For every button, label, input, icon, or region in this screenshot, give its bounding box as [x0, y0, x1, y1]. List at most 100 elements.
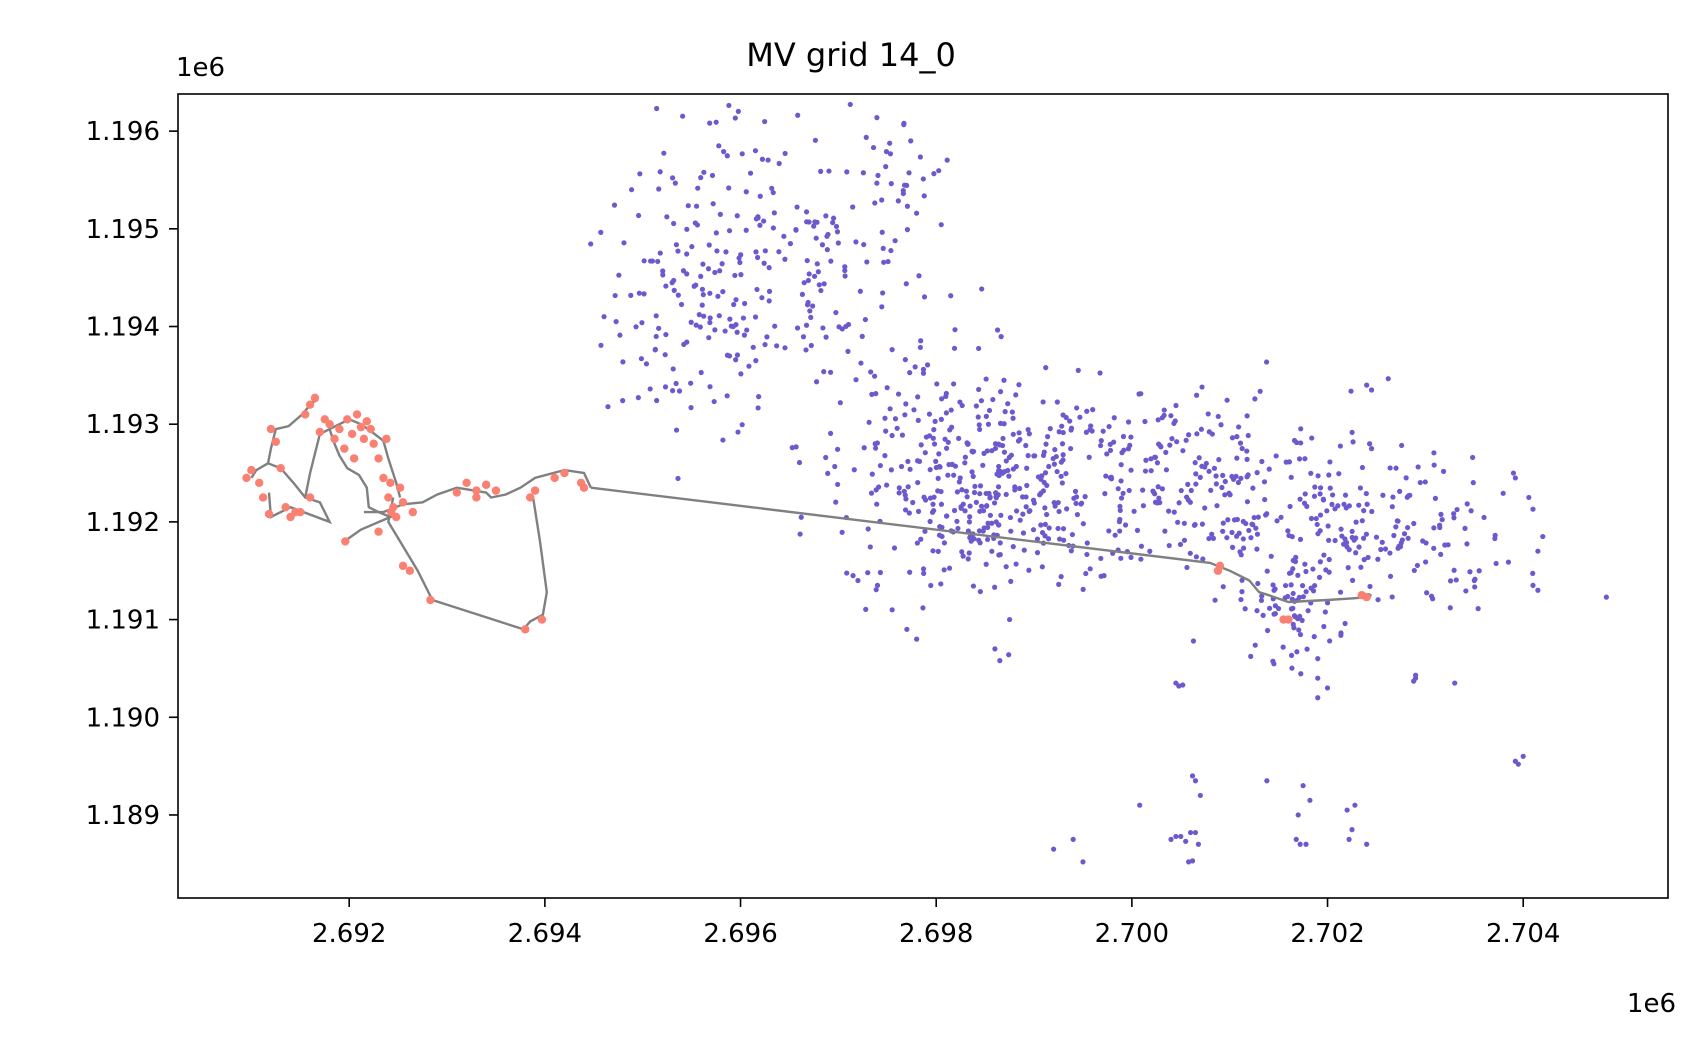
load-point [707, 319, 713, 326]
load-point [1249, 521, 1255, 527]
load-point [1148, 468, 1154, 474]
load-point [1175, 519, 1181, 525]
mv-node [276, 463, 285, 473]
load-point [664, 214, 670, 220]
load-point [755, 215, 761, 221]
load-point [1540, 533, 1546, 540]
load-point [1431, 450, 1437, 456]
load-point [1315, 656, 1321, 662]
load-point [816, 282, 822, 288]
load-point [957, 475, 963, 481]
load-point [1026, 567, 1032, 573]
load-point [892, 238, 898, 244]
load-point [752, 314, 759, 320]
load-point [851, 467, 857, 473]
load-point [959, 487, 965, 493]
load-point [1417, 479, 1423, 486]
load-point [688, 405, 694, 411]
load-point [1220, 528, 1226, 534]
load-point [1043, 365, 1049, 371]
mv-node [382, 434, 391, 444]
load-point [782, 150, 788, 157]
load-point [1224, 535, 1230, 541]
load-point [1264, 568, 1270, 574]
mv-node [258, 493, 268, 502]
load-point [1375, 556, 1381, 562]
load-point [977, 426, 983, 433]
load-point [1166, 508, 1172, 514]
mv-node [359, 434, 369, 444]
load-point [1350, 439, 1356, 445]
load-point [1285, 593, 1291, 600]
load-point [904, 203, 911, 209]
load-point [977, 588, 983, 595]
plot-area [242, 101, 1609, 865]
load-point [706, 335, 712, 341]
load-point [770, 225, 776, 231]
load-point [1244, 499, 1251, 505]
load-point [661, 150, 667, 156]
load-point [1286, 532, 1292, 539]
load-point [1234, 455, 1240, 461]
load-point [820, 325, 826, 331]
load-point [888, 247, 894, 254]
load-point [824, 247, 830, 253]
load-point [1098, 555, 1104, 562]
load-point [1431, 545, 1437, 551]
load-point [1198, 426, 1205, 432]
load-point [916, 273, 922, 279]
load-point [1309, 435, 1315, 441]
load-point [1314, 521, 1320, 528]
load-point [698, 369, 704, 376]
load-point [1301, 500, 1308, 506]
load-point [1321, 623, 1327, 630]
load-point [833, 223, 840, 230]
load-point [1302, 491, 1308, 497]
load-point [738, 371, 744, 377]
mv-node [452, 488, 462, 497]
load-point [787, 241, 794, 247]
load-point [756, 393, 762, 400]
load-point [731, 301, 737, 308]
load-point [1202, 505, 1208, 511]
load-point [672, 180, 678, 186]
load-point [797, 531, 803, 537]
load-point [1173, 402, 1179, 409]
load-point [673, 242, 679, 248]
load-point [1500, 490, 1506, 496]
load-point [948, 407, 954, 413]
load-point [1184, 564, 1190, 571]
load-point [1068, 427, 1074, 433]
mv-node [362, 417, 372, 426]
load-point [871, 373, 878, 379]
load-point [977, 508, 983, 514]
load-point [1379, 539, 1385, 545]
load-point [861, 445, 867, 451]
load-point [825, 231, 831, 238]
y-tick-label: 1.192 [86, 508, 160, 538]
load-point [1098, 442, 1104, 449]
load-point [1476, 568, 1482, 574]
load-point [739, 151, 745, 157]
load-point [1043, 441, 1049, 447]
mv-line [363, 468, 592, 514]
load-point [1387, 550, 1393, 556]
load-point [986, 407, 993, 414]
load-point [1293, 836, 1299, 842]
load-point [956, 479, 962, 485]
load-point [698, 175, 704, 181]
load-point [918, 338, 924, 344]
load-point [904, 227, 911, 233]
load-point [713, 119, 719, 125]
load-point [939, 524, 945, 530]
load-point [1297, 536, 1304, 543]
mv-node [560, 468, 569, 478]
load-point [1155, 417, 1161, 423]
load-point [1055, 525, 1061, 532]
load-point [923, 434, 930, 440]
load-point [1128, 467, 1134, 473]
load-point [844, 169, 850, 175]
load-point [936, 451, 942, 457]
load-point [1019, 494, 1026, 500]
mv-node [271, 437, 281, 446]
